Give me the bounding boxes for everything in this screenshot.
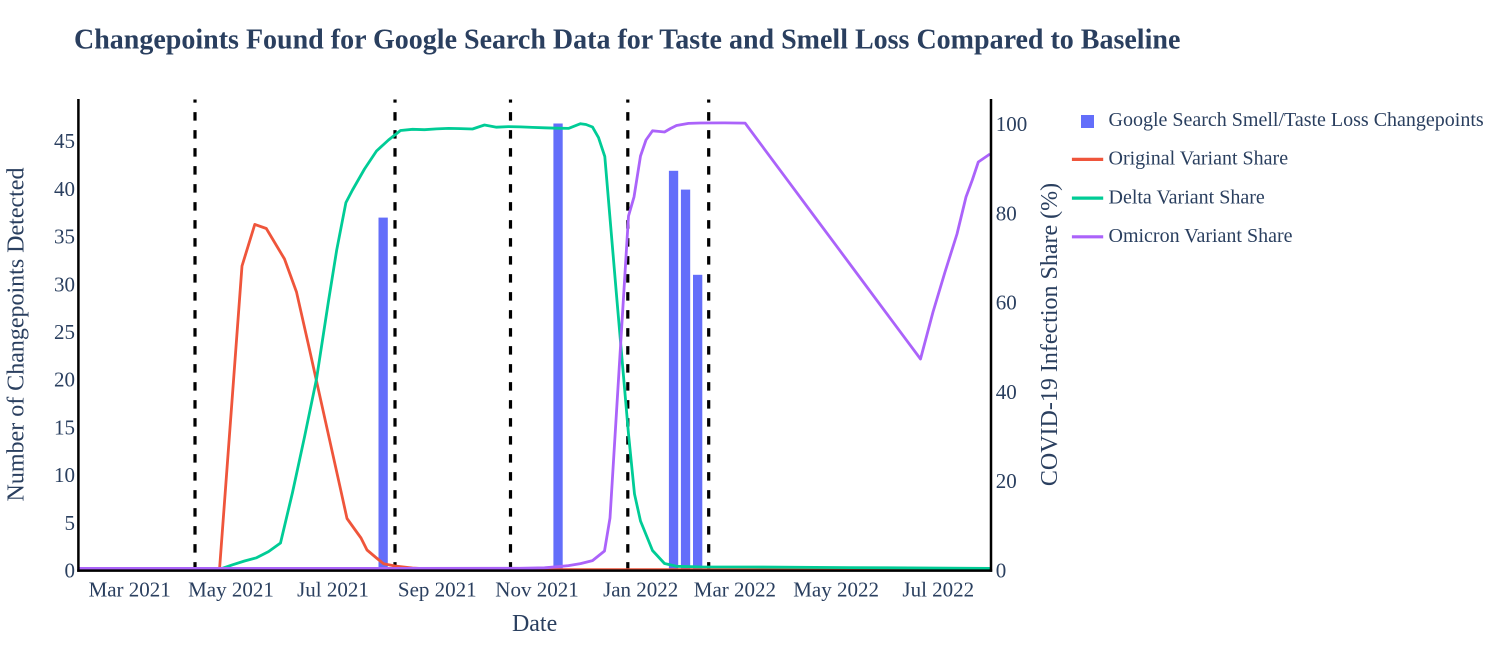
svg-text:20: 20 (996, 469, 1017, 493)
svg-text:Changepoints Found for Google: Changepoints Found for Google Search Dat… (74, 25, 1180, 56)
svg-text:COVID-19 Infection Share (%): COVID-19 Infection Share (%) (1037, 183, 1063, 486)
svg-text:Nov 2021: Nov 2021 (495, 577, 578, 601)
svg-text:Jan 2022: Jan 2022 (603, 577, 678, 601)
svg-text:40: 40 (54, 177, 75, 201)
svg-text:35: 35 (54, 225, 75, 249)
svg-text:May 2021: May 2021 (188, 577, 274, 601)
svg-text:Delta Variant Share: Delta Variant Share (1109, 186, 1265, 208)
svg-text:Omicron Variant Share: Omicron Variant Share (1109, 225, 1293, 247)
svg-text:25: 25 (54, 320, 75, 344)
svg-text:Mar 2021: Mar 2021 (89, 577, 171, 601)
svg-text:May 2022: May 2022 (793, 577, 879, 601)
svg-text:Mar 2022: Mar 2022 (694, 577, 776, 601)
svg-text:40: 40 (996, 380, 1017, 404)
svg-text:80: 80 (996, 201, 1017, 225)
svg-text:10: 10 (54, 463, 75, 487)
svg-text:Date: Date (512, 611, 557, 637)
svg-text:0: 0 (65, 559, 76, 583)
svg-text:60: 60 (996, 291, 1017, 315)
svg-text:Original Variant Share: Original Variant Share (1109, 148, 1289, 170)
svg-text:20: 20 (54, 368, 75, 392)
svg-text:Sep 2021: Sep 2021 (398, 577, 477, 601)
svg-text:Google Search Smell/Taste Loss: Google Search Smell/Taste Loss Changepoi… (1109, 109, 1484, 131)
svg-text:Number of Changepoints Detecte: Number of Changepoints Detected (3, 168, 29, 502)
svg-text:0: 0 (996, 559, 1007, 583)
svg-text:Jul 2021: Jul 2021 (297, 577, 369, 601)
svg-text:5: 5 (65, 511, 76, 535)
svg-text:45: 45 (54, 129, 75, 153)
svg-text:Jul 2022: Jul 2022 (902, 577, 974, 601)
svg-text:15: 15 (54, 415, 75, 439)
svg-text:30: 30 (54, 272, 75, 296)
svg-text:100: 100 (996, 112, 1028, 136)
